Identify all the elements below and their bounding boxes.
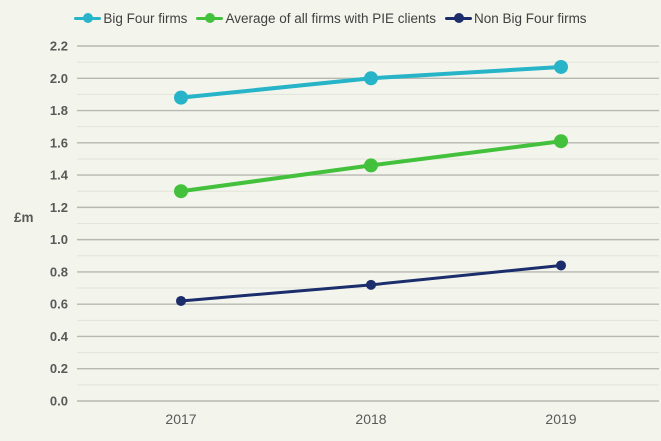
data-point-average-of-all-firms-with-pie-clients-2018 [364,158,378,173]
data-point-big-four-firms-2017 [174,90,188,105]
data-point-big-four-firms-2019 [554,59,568,74]
legend-label: Non Big Four firms [474,10,587,26]
chart-legend: Big Four firms Average of all firms with … [0,8,661,28]
legend-item-big-four-firms: Big Four firms [74,11,187,26]
data-point-non-big-four-firms-2017 [176,295,186,306]
legend-item-non-big-four-firms: Non Big Four firms [445,11,587,26]
y-tick-label: 1.6 [50,135,68,150]
legend-dot-icon [204,13,215,23]
y-axis-title: £m [14,210,34,225]
y-tick-label: 0.4 [50,329,69,344]
data-point-non-big-four-firms-2018 [366,279,376,290]
x-tick-label: 2018 [355,411,386,427]
legend-item-average-of-all-firms-with-pie-clients: Average of all firms with PIE clients [196,11,436,26]
y-tick-label: 0.6 [50,297,68,312]
legend-label: Average of all firms with PIE clients [225,10,437,26]
x-tick-label: 2019 [545,411,576,427]
y-tick-label: 1.2 [50,200,68,215]
y-tick-label: 2.2 [50,39,68,54]
data-point-non-big-four-firms-2019 [556,260,566,271]
y-tick-label: 1.0 [50,232,68,247]
data-point-big-four-firms-2018 [364,71,378,86]
y-tick-label: 2.0 [50,71,68,86]
legend-dot-icon [453,13,464,23]
legend-marker-icon [74,13,102,23]
y-tick-label: 0.2 [50,361,68,376]
y-tick-label: 1.4 [50,168,69,183]
y-tick-label: 0.0 [50,394,68,409]
legend-marker-icon [445,13,473,23]
y-tick-label: 0.8 [50,264,68,279]
data-point-average-of-all-firms-with-pie-clients-2019 [554,134,568,149]
legend-dot-icon [82,13,93,23]
legend-label: Big Four firms [103,10,188,26]
y-tick-label: 1.8 [50,103,68,118]
legend-marker-icon [196,13,224,23]
x-tick-label: 2017 [165,411,196,427]
data-point-average-of-all-firms-with-pie-clients-2017 [174,184,188,199]
